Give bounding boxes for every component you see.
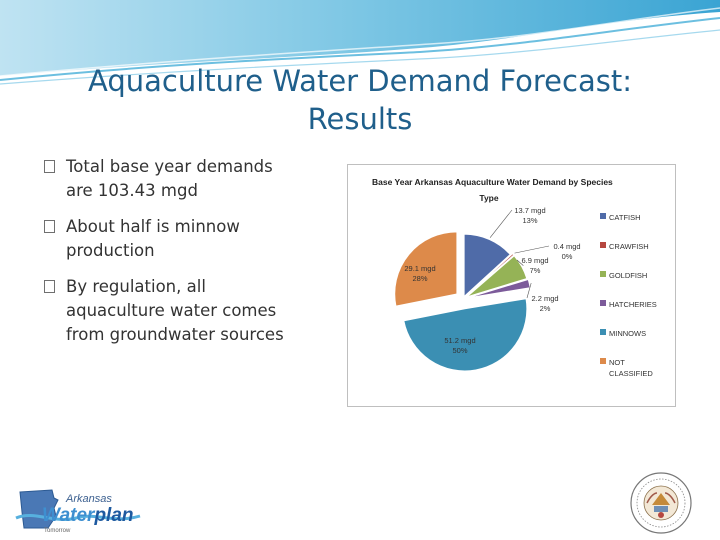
slide-title-line-2: Results	[307, 102, 413, 136]
data-label-percent: 0%	[562, 252, 573, 261]
chart-title-line-1: Base Year Arkansas Aquaculture Water Dem…	[372, 177, 613, 187]
data-label-percent: 28%	[412, 274, 427, 283]
header-wave-decoration	[0, 0, 720, 85]
data-label-value: 6.9 mgd	[521, 256, 548, 265]
legend-swatch	[600, 329, 606, 335]
data-label-value: 51.2 mgd	[444, 336, 475, 345]
data-label-percent: 13%	[522, 216, 537, 225]
data-label-value: 29.1 mgd	[404, 264, 435, 273]
data-label-percent: 50%	[452, 346, 467, 355]
legend-label: MINNOWS	[609, 329, 646, 338]
pie-chart-frame: Base Year Arkansas Aquaculture Water Dem…	[347, 164, 676, 407]
legend-swatch	[600, 213, 606, 219]
legend-label: NOT	[609, 358, 625, 367]
bullet-box-icon	[44, 160, 55, 173]
arkansas-water-plan-logo: Arkansas Waterplan Tomorrow	[15, 489, 141, 534]
chart-title-line-2: Type	[479, 193, 498, 203]
legend-swatch	[600, 300, 606, 306]
bullet-box-icon	[44, 220, 55, 233]
pie-slice-minnows	[403, 298, 528, 372]
bullet-text: About half is minnow production	[66, 217, 240, 260]
legend-swatch	[600, 242, 606, 248]
data-label-value: 0.4 mgd	[553, 242, 580, 251]
slide-title-line-1: Aquaculture Water Demand Forecast:	[88, 64, 632, 98]
data-label-leader-line	[489, 209, 513, 238]
pie-slice-catfish	[463, 233, 511, 298]
bullet-item: About half is minnow production	[44, 215, 294, 263]
data-label-leader-line	[526, 283, 532, 299]
legend-label: CRAWFISH	[609, 242, 649, 251]
pie-slice-not-classified	[394, 231, 458, 307]
pie-slice-goldfish	[467, 255, 528, 297]
pie-chart: Base Year Arkansas Aquaculture Water Dem…	[372, 177, 657, 378]
data-label-value: 13.7 mgd	[514, 206, 545, 215]
svg-text:Waterplan: Waterplan	[42, 505, 134, 526]
logo-top-text: Arkansas	[65, 493, 112, 505]
legend-label-line-2: CLASSIFIED	[609, 369, 653, 378]
state-seal-icon	[630, 472, 692, 534]
bullet-item: Total base year demands are 103.43 mgd	[44, 155, 294, 203]
data-label-percent: 2%	[540, 304, 551, 313]
logo-main-text-b: plan	[93, 505, 133, 526]
data-label-percent: 7%	[530, 266, 541, 275]
data-label-leader-line	[516, 259, 524, 266]
data-label-value: 2.2 mgd	[531, 294, 558, 303]
bullet-text: By regulation, all aquaculture water com…	[66, 277, 284, 344]
legend-swatch	[600, 358, 606, 364]
legend-label: CATFISH	[609, 213, 641, 222]
logo-sub-text: Tomorrow	[44, 528, 71, 534]
data-label-leader-line	[514, 245, 550, 254]
bullet-box-icon	[44, 280, 55, 293]
slide-title: Aquaculture Water Demand Forecast: Resul…	[60, 62, 660, 138]
legend-label: HATCHERIES	[609, 300, 657, 309]
bullet-list: Total base year demands are 103.43 mgd A…	[44, 155, 294, 359]
pie-slice-crawfish	[466, 253, 515, 296]
legend-swatch	[600, 271, 606, 277]
bullet-text: Total base year demands are 103.43 mgd	[66, 157, 273, 200]
bullet-item: By regulation, all aquaculture water com…	[44, 275, 294, 347]
legend-label: GOLDFISH	[609, 271, 647, 280]
logo-main-text-a: Water	[42, 505, 96, 526]
